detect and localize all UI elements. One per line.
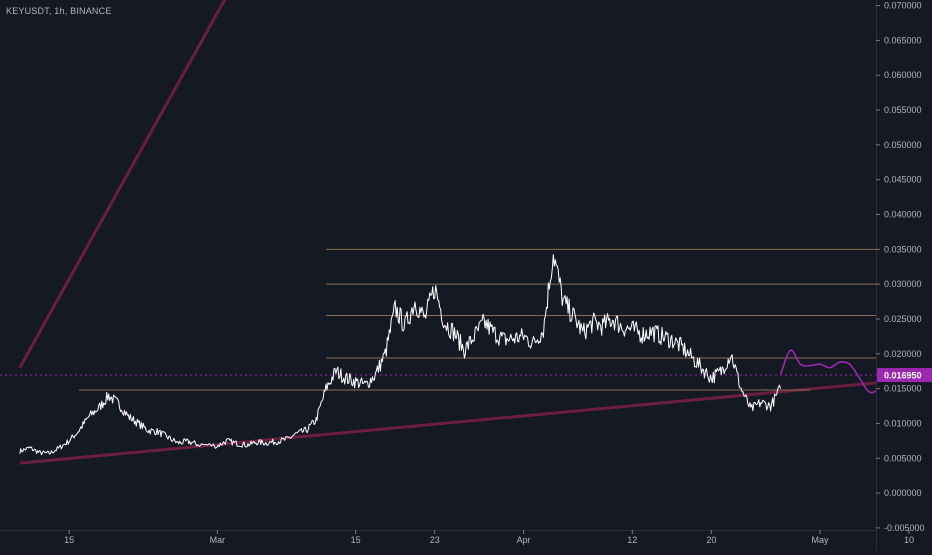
x-tick-label: 10 <box>904 535 914 545</box>
y-tick-label: 0.015000 <box>884 384 922 394</box>
y-tick-label: 0.020000 <box>884 349 922 359</box>
y-tick-label: 0.060000 <box>884 70 922 80</box>
y-tick-label: 0.040000 <box>884 210 922 220</box>
y-tick-label: -0.005000 <box>884 523 925 533</box>
price-series-layer <box>19 254 781 456</box>
x-tick-label: 15 <box>64 535 74 545</box>
y-tick-label: 0.005000 <box>884 453 922 463</box>
price-line <box>19 254 781 456</box>
current-price-badge <box>877 368 932 383</box>
price-axis-background <box>876 0 932 550</box>
trendline-2[interactable] <box>18 0 227 369</box>
y-tick-label: 0.070000 <box>884 1 922 11</box>
x-tick-label: 12 <box>627 535 637 545</box>
x-tick-label: Apr <box>517 535 531 545</box>
time-axis-background <box>0 530 876 550</box>
trendline-1[interactable] <box>19 359 932 465</box>
x-tick-label: 23 <box>430 535 440 545</box>
symbol-label: KEYUSDT, 1h, BINANCE <box>6 6 112 16</box>
horizontal-levels-layer <box>79 248 932 391</box>
y-tick-label: 0.065000 <box>884 35 922 45</box>
y-tick-label: 0.030000 <box>884 279 922 289</box>
y-tick-label: 0.050000 <box>884 140 922 150</box>
y-tick-label: 0.000000 <box>884 488 922 498</box>
x-tick-label: May <box>812 535 830 545</box>
x-tick-label: 15 <box>351 535 361 545</box>
current-price-label: 0.016950 <box>884 371 922 381</box>
y-tick-label: 0.045000 <box>884 175 922 185</box>
x-tick-label: 20 <box>706 535 716 545</box>
y-tick-label: 0.010000 <box>884 418 922 428</box>
time-axis[interactable]: 15Mar1523Apr1220May1018 <box>0 530 932 550</box>
projection-line <box>779 349 932 394</box>
y-tick-label: 0.035000 <box>884 244 922 254</box>
projection-series-layer <box>779 349 932 394</box>
x-tick-label: Mar <box>210 535 226 545</box>
price-axis[interactable]: -0.005000 0.000000 0.005000 0.010000 0.01500… <box>876 0 932 550</box>
y-tick-label: 0.025000 <box>884 314 922 324</box>
y-tick-label: 0.055000 <box>884 105 922 115</box>
trendlines-layer <box>18 0 932 465</box>
